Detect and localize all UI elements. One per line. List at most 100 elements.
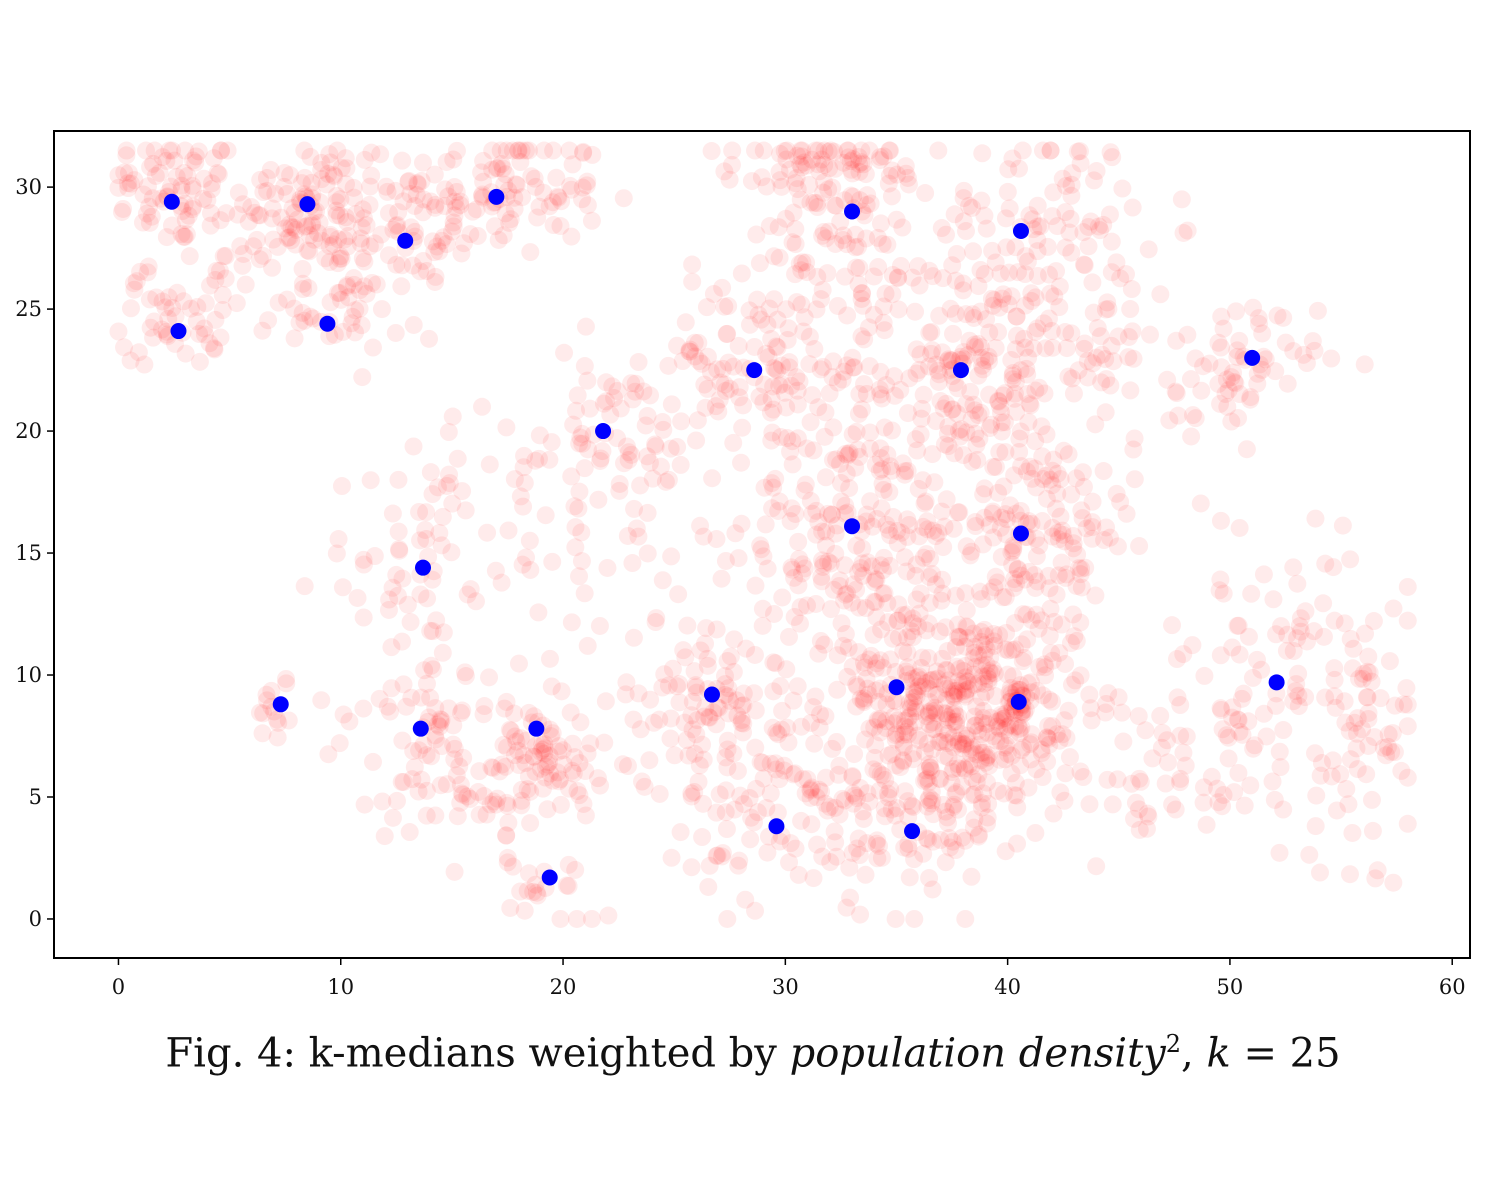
population-point bbox=[1276, 333, 1295, 352]
population-point bbox=[475, 787, 494, 806]
population-point bbox=[1003, 555, 1022, 574]
population-point bbox=[1167, 650, 1186, 669]
population-point bbox=[906, 302, 925, 321]
population-point bbox=[984, 528, 1003, 547]
population-point bbox=[966, 401, 985, 420]
population-point bbox=[433, 507, 452, 526]
population-point bbox=[331, 206, 350, 225]
population-point bbox=[686, 676, 705, 695]
population-point bbox=[778, 429, 797, 448]
population-point bbox=[447, 141, 466, 160]
population-point bbox=[1230, 331, 1249, 350]
population-point bbox=[848, 440, 867, 459]
population-point bbox=[685, 662, 704, 681]
population-point bbox=[878, 445, 897, 464]
population-point bbox=[896, 662, 915, 681]
population-point bbox=[1200, 354, 1219, 373]
population-point bbox=[918, 769, 937, 788]
population-point bbox=[694, 794, 713, 813]
population-point bbox=[540, 753, 559, 772]
population-point bbox=[141, 158, 160, 177]
population-point bbox=[828, 680, 847, 699]
population-point bbox=[970, 429, 989, 448]
population-point bbox=[372, 300, 391, 319]
population-point bbox=[444, 150, 463, 169]
cluster-center-point bbox=[1268, 674, 1285, 691]
population-point bbox=[832, 474, 851, 493]
population-point bbox=[1314, 627, 1333, 646]
population-point bbox=[1243, 668, 1262, 687]
population-point bbox=[1325, 670, 1344, 689]
population-point bbox=[872, 389, 891, 408]
population-point bbox=[777, 398, 796, 417]
population-point bbox=[312, 160, 331, 179]
population-point bbox=[938, 352, 957, 371]
population-point bbox=[431, 776, 450, 795]
population-point bbox=[261, 160, 280, 179]
population-point bbox=[953, 734, 972, 753]
cluster-center-point bbox=[746, 362, 763, 379]
population-point bbox=[941, 299, 960, 318]
population-point bbox=[1083, 518, 1102, 537]
population-point bbox=[138, 263, 157, 282]
population-point bbox=[1219, 728, 1238, 747]
population-point bbox=[898, 643, 917, 662]
population-point bbox=[1102, 232, 1121, 251]
population-point bbox=[698, 656, 717, 675]
population-point bbox=[914, 517, 933, 536]
population-point bbox=[984, 632, 1003, 651]
population-point bbox=[342, 314, 361, 333]
population-point bbox=[1038, 728, 1057, 747]
population-point bbox=[817, 522, 836, 541]
population-point bbox=[1348, 760, 1367, 779]
population-point bbox=[707, 530, 726, 549]
population-point bbox=[552, 682, 571, 701]
population-point bbox=[1158, 753, 1177, 772]
population-point bbox=[452, 244, 471, 263]
population-point bbox=[700, 708, 719, 727]
population-point bbox=[868, 710, 887, 729]
population-point bbox=[275, 163, 294, 182]
population-point bbox=[932, 219, 951, 238]
population-point bbox=[263, 199, 282, 218]
population-point bbox=[991, 732, 1010, 751]
population-point bbox=[263, 258, 282, 277]
population-point bbox=[807, 501, 826, 520]
population-point bbox=[1036, 666, 1055, 685]
population-point bbox=[1022, 292, 1041, 311]
population-point bbox=[1382, 742, 1401, 761]
population-point bbox=[112, 202, 131, 221]
population-point bbox=[1055, 711, 1074, 730]
population-point bbox=[816, 468, 835, 487]
population-point bbox=[1028, 196, 1047, 215]
population-point bbox=[267, 710, 286, 729]
population-point bbox=[535, 739, 554, 758]
population-point bbox=[795, 153, 814, 172]
population-point bbox=[783, 560, 802, 579]
population-point bbox=[990, 443, 1009, 462]
population-point bbox=[689, 772, 708, 791]
population-point bbox=[394, 192, 413, 211]
population-point bbox=[330, 249, 349, 268]
population-point bbox=[422, 747, 441, 766]
population-point bbox=[968, 450, 987, 469]
population-point bbox=[549, 772, 568, 791]
population-point bbox=[328, 254, 347, 273]
population-point bbox=[454, 748, 473, 767]
population-point bbox=[1365, 728, 1384, 747]
population-point bbox=[823, 505, 842, 524]
population-point bbox=[540, 450, 559, 469]
population-point bbox=[997, 736, 1016, 755]
population-point bbox=[801, 413, 820, 432]
population-point bbox=[1297, 632, 1316, 651]
population-point bbox=[1166, 382, 1185, 401]
population-point bbox=[330, 283, 349, 302]
population-point bbox=[895, 711, 914, 730]
population-point bbox=[1223, 638, 1242, 657]
population-point bbox=[543, 552, 562, 571]
population-point bbox=[566, 860, 585, 879]
population-point bbox=[803, 386, 822, 405]
population-point bbox=[608, 382, 627, 401]
population-point bbox=[911, 584, 930, 603]
population-point bbox=[332, 477, 351, 496]
